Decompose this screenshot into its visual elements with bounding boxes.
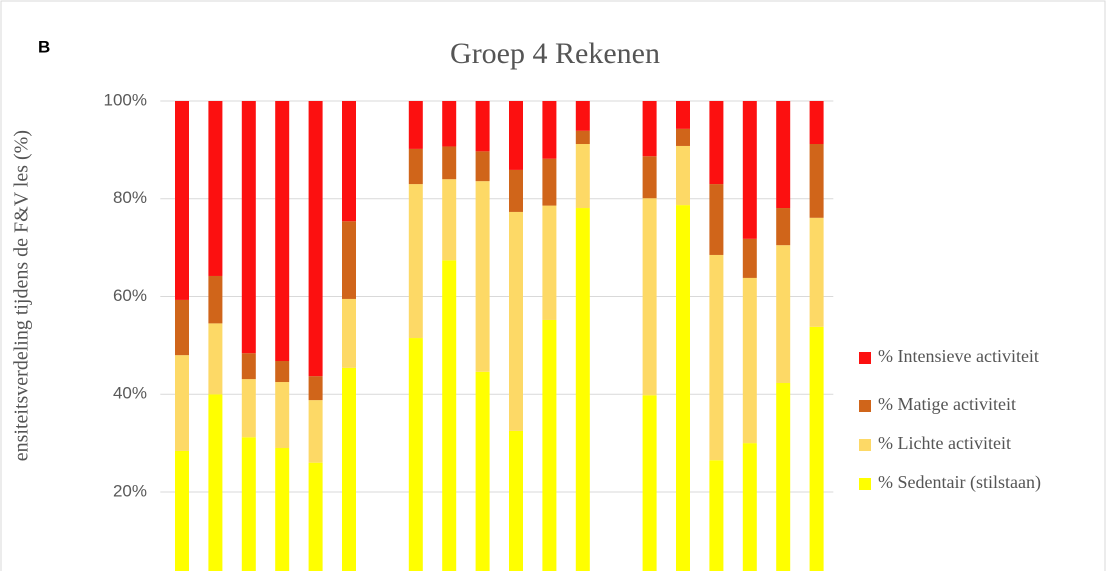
bar-segment [575, 101, 590, 131]
bar-segment [241, 437, 256, 571]
bar-segment [408, 338, 423, 571]
bar-segment [342, 298, 356, 368]
bar-segment [342, 367, 356, 571]
bar-segment [475, 181, 490, 372]
bar-segment [475, 371, 490, 571]
bar-segment [509, 211, 523, 431]
bar-segment [442, 101, 457, 147]
legend-label: % Lichte activiteit [878, 433, 1011, 453]
bar-segment [275, 101, 290, 362]
legend-swatch [859, 439, 871, 451]
bar-segment [241, 101, 256, 354]
bar-segment [175, 355, 189, 451]
bar-segment [241, 353, 256, 380]
bar-segment [742, 101, 757, 239]
legend-label: % Intensieve activiteit [878, 346, 1039, 366]
bar-segment [175, 450, 189, 571]
bar-segment [542, 205, 557, 320]
bar-segment [642, 198, 657, 396]
bar-segment [408, 184, 423, 339]
bar-segment [509, 101, 523, 170]
bar-segment [475, 151, 490, 182]
bar-segment [308, 400, 323, 463]
bar-segment [208, 323, 223, 395]
legend-label: % Matige activiteit [878, 394, 1016, 414]
bar-segment [442, 179, 457, 261]
panel-label: B [38, 37, 50, 56]
bar-segment [642, 156, 657, 199]
bar-segment [809, 144, 824, 218]
bar-segment [542, 101, 557, 159]
bar-segment [342, 101, 356, 222]
y-tick-label: 80% [113, 188, 147, 207]
bar-segment [275, 448, 290, 571]
bar-segment [709, 460, 724, 571]
bar-segment [408, 101, 423, 149]
bar-segment [208, 101, 223, 276]
bar-segment [709, 184, 724, 255]
bar-segment [275, 382, 290, 449]
bar-segment [676, 101, 690, 129]
bar-segment [308, 376, 323, 401]
legend-swatch [859, 478, 871, 490]
chart-title: Groep 4 Rekenen [450, 37, 660, 70]
bar-segment [175, 101, 189, 300]
bar-segment [809, 326, 824, 571]
y-tick-label: 20% [113, 481, 147, 500]
legend-swatch [859, 400, 871, 412]
bar-segment [776, 245, 791, 384]
bar-segment [308, 462, 323, 571]
y-tick-label: 60% [113, 286, 147, 305]
bar-segment [542, 158, 557, 206]
bar-segment [408, 148, 423, 185]
bar-segment [308, 101, 323, 377]
bar-segment [575, 144, 590, 209]
bar-segment [742, 443, 757, 571]
y-tick-label: 40% [113, 384, 147, 403]
bar-segment [475, 101, 490, 152]
bar-segment [742, 277, 757, 444]
bar-segment [676, 128, 690, 146]
legend-swatch [859, 352, 871, 364]
legend-label: % Sedentair (stilstaan) [878, 472, 1041, 493]
bar-segment [509, 430, 523, 571]
bar-segment [241, 379, 256, 438]
bar-segment [509, 169, 523, 212]
bar-segment [809, 217, 824, 327]
bar-segment [542, 319, 557, 571]
bar-segment [809, 101, 824, 145]
bar-segment [776, 383, 791, 571]
bar-segment [342, 221, 356, 299]
bar-segment [709, 101, 724, 185]
bar-segment [442, 260, 457, 571]
bar-segment [776, 101, 791, 209]
bar-segment [709, 254, 724, 461]
bar-segment [442, 146, 457, 180]
bar-segment [208, 394, 223, 571]
bar-segment [742, 238, 757, 278]
bar-segment [676, 205, 690, 571]
bar-segment [175, 299, 189, 356]
bar-segment [642, 395, 657, 571]
bar-segment [676, 145, 690, 206]
bar-segment [275, 361, 290, 383]
bar-segment [208, 275, 223, 324]
bar-segment [642, 101, 657, 157]
bar-segment [776, 208, 791, 246]
bar-segment [575, 130, 590, 145]
y-tick-label: 100% [104, 90, 147, 109]
bar-segment [575, 208, 590, 571]
y-axis-label: ensiteitsverdeling tijdens de F&V les (%… [11, 130, 33, 461]
